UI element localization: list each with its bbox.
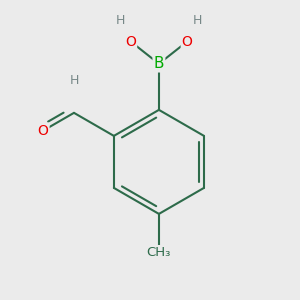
Text: H: H bbox=[69, 74, 79, 87]
Text: O: O bbox=[182, 34, 193, 49]
Text: O: O bbox=[38, 124, 49, 138]
Text: O: O bbox=[125, 34, 136, 49]
Text: H: H bbox=[193, 14, 202, 27]
Text: CH₃: CH₃ bbox=[147, 246, 171, 259]
Text: B: B bbox=[154, 56, 164, 71]
Text: H: H bbox=[116, 14, 125, 27]
